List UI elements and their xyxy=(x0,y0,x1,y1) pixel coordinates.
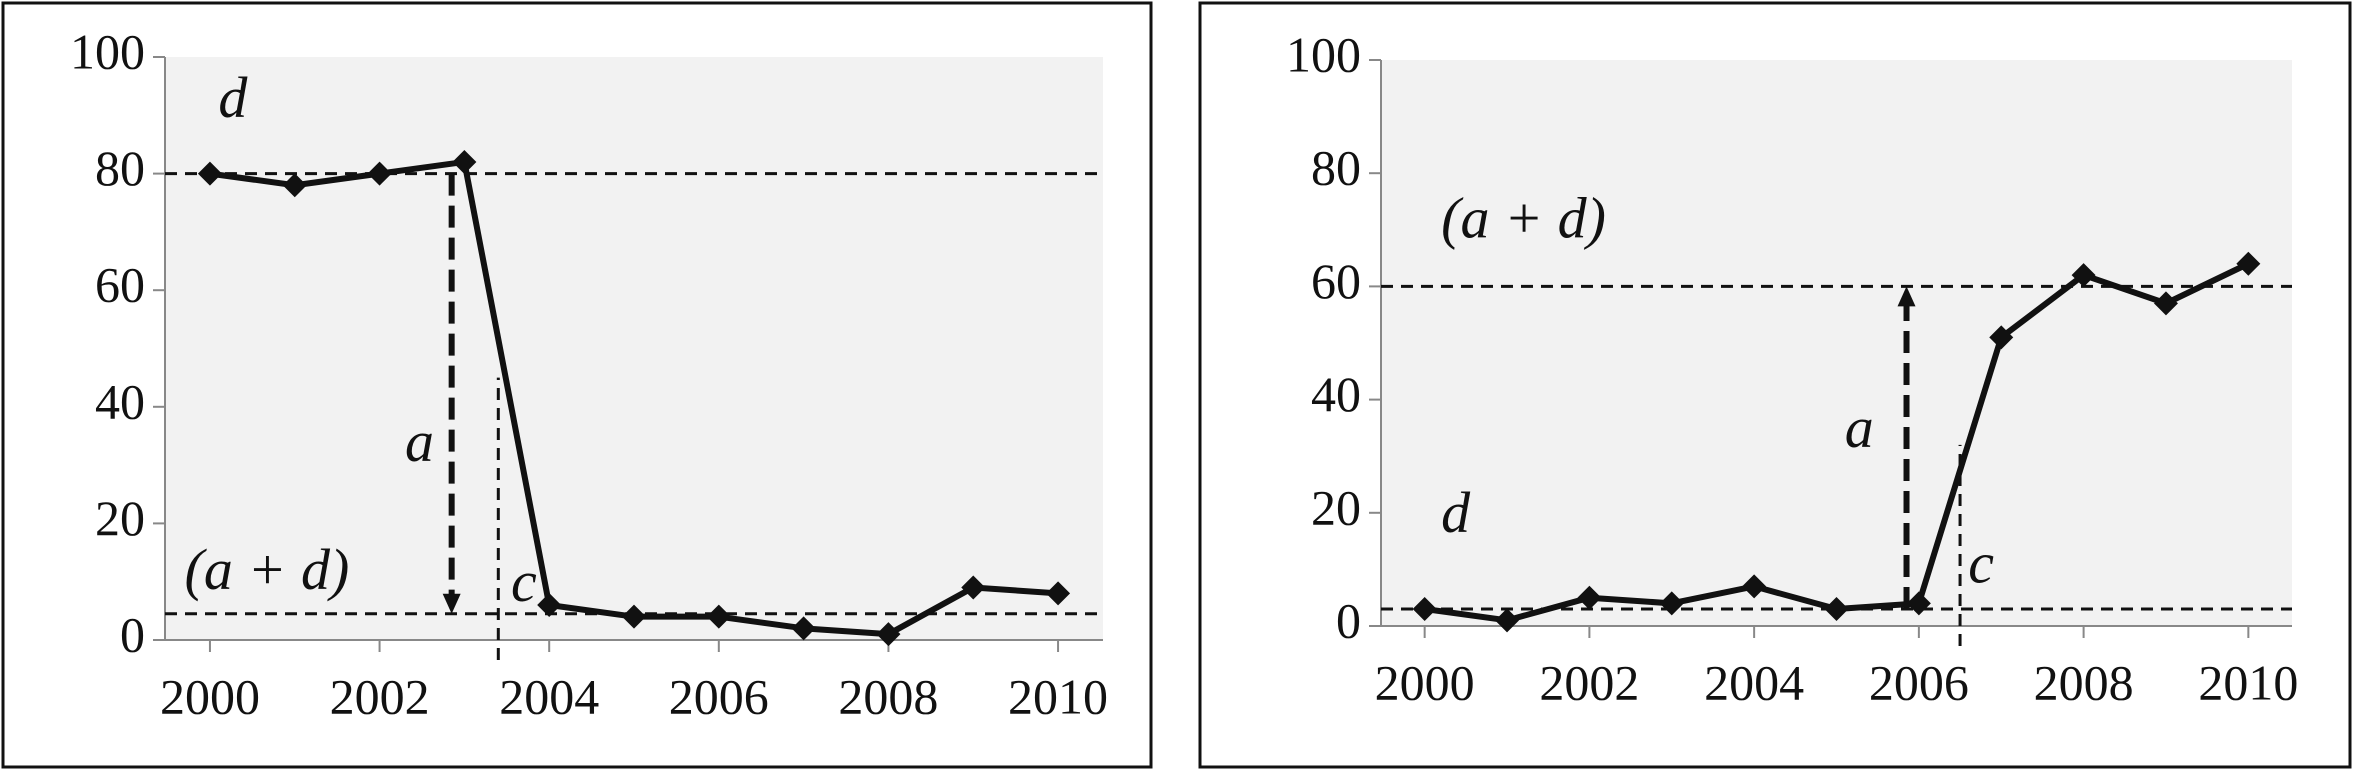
annotation: (a + d) xyxy=(185,537,350,602)
y-tick-label: 60 xyxy=(1311,253,1361,309)
panel-frame xyxy=(1198,1,2352,769)
data-point xyxy=(1495,608,1520,633)
y-tick-label: 60 xyxy=(95,257,145,313)
data-point xyxy=(1659,591,1684,616)
annotation: a⃗ xyxy=(1845,395,1919,460)
plot-area xyxy=(1381,60,2292,626)
data-point xyxy=(1824,597,1849,622)
data-point xyxy=(876,622,901,647)
data-point xyxy=(537,593,562,618)
data-point xyxy=(1046,581,1071,606)
annotation: d xyxy=(1441,480,1471,545)
data-point xyxy=(1412,597,1437,622)
data-point xyxy=(452,149,477,174)
y-tick-label: 80 xyxy=(1311,140,1361,196)
y-tick-label: 0 xyxy=(120,606,145,662)
data-point xyxy=(2236,251,2261,276)
y-tick-label: 100 xyxy=(70,23,145,79)
x-tick-label: 2006 xyxy=(669,668,769,724)
y-tick-label: 20 xyxy=(1311,479,1361,535)
data-point xyxy=(1742,574,1767,599)
x-tick-label: 2006 xyxy=(1869,654,1969,710)
y-tick-label: 20 xyxy=(95,490,145,546)
data-point xyxy=(282,173,307,198)
x-tick-label: 2008 xyxy=(2034,654,2134,710)
data-point xyxy=(367,161,392,186)
arrow-head xyxy=(442,593,461,614)
x-tick-label: 2008 xyxy=(838,668,938,724)
data-point xyxy=(1577,585,1602,610)
data-point xyxy=(791,616,816,641)
annotation: (a + d) xyxy=(1441,185,1606,250)
data-point xyxy=(622,604,646,629)
y-tick-label: 40 xyxy=(95,373,145,429)
data-point xyxy=(2071,263,2096,288)
annotation: d xyxy=(218,65,248,130)
annotation: c xyxy=(1968,531,1994,596)
x-tick-label: 2000 xyxy=(160,668,260,724)
x-tick-label: 2004 xyxy=(499,668,599,724)
y-tick-label: 100 xyxy=(1286,26,1361,82)
x-tick-label: 2000 xyxy=(1375,654,1475,710)
y-tick-label: 0 xyxy=(1336,592,1361,648)
data-point xyxy=(197,161,222,186)
data-point xyxy=(706,604,731,629)
plot-area xyxy=(165,57,1103,640)
data-point xyxy=(1906,591,1931,616)
y-tick-label: 80 xyxy=(95,140,145,196)
annotation: c xyxy=(511,549,537,614)
data-point xyxy=(961,575,986,600)
x-tick-label: 2004 xyxy=(1704,654,1804,710)
x-tick-label: 2002 xyxy=(1539,654,1639,710)
x-tick-label: 2002 xyxy=(330,668,430,724)
panel-frame xyxy=(1,1,1153,769)
y-tick-label: 40 xyxy=(1311,366,1361,422)
x-tick-label: 2010 xyxy=(2198,654,2298,710)
annotation: a⃗ xyxy=(405,409,479,474)
data-point xyxy=(1989,325,2014,350)
arrow-head xyxy=(1897,286,1916,307)
data-point xyxy=(2153,291,2178,316)
x-tick-label: 2010 xyxy=(1008,668,1108,724)
